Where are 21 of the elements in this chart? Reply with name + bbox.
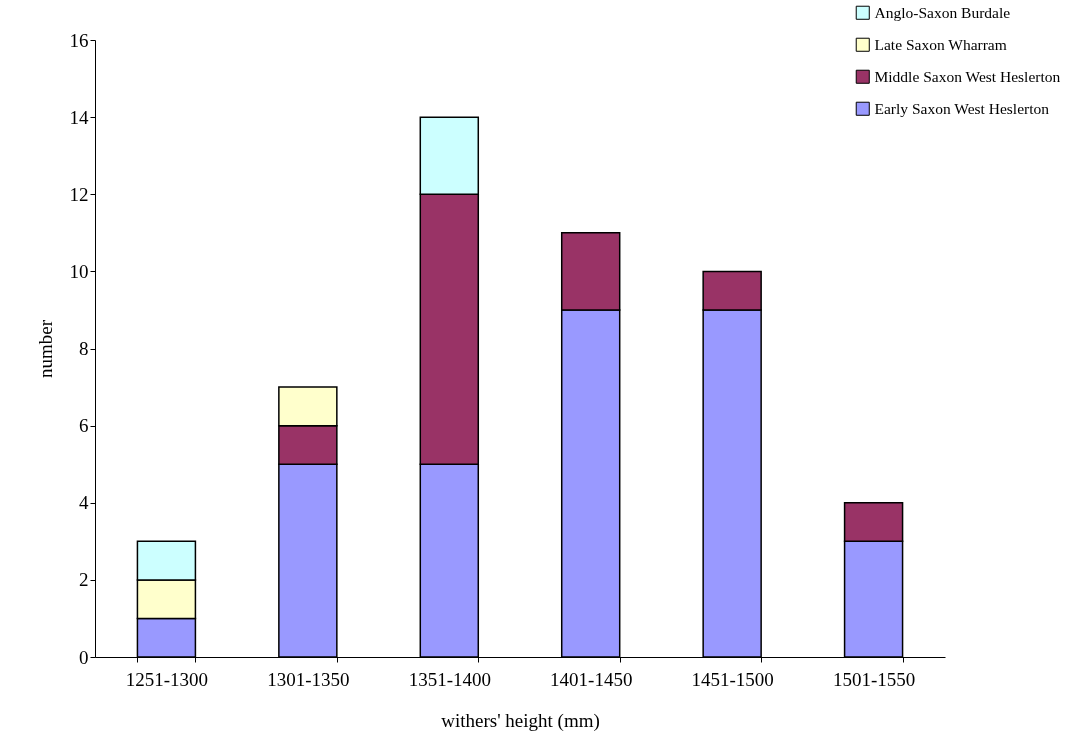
x-axis-title: withers' height (mm)	[441, 709, 600, 732]
y-tick-label: 0	[79, 646, 89, 668]
legend-label: Anglo-Saxon Burdale	[874, 3, 1011, 21]
y-tick-label: 12	[69, 183, 89, 205]
legend-label: Middle Saxon West Heslerton	[874, 67, 1061, 85]
x-tick-label: 1501-1550	[832, 668, 916, 690]
y-tick-label: 2	[79, 569, 89, 591]
x-tick-label: 1351-1400	[408, 668, 491, 690]
x-tick-label: 1401-1450	[550, 668, 633, 690]
x-tick-label: 1251-1300	[125, 668, 209, 690]
y-tick-label: 16	[69, 29, 89, 51]
y-tick-label: 10	[69, 260, 89, 282]
y-tick-label: 8	[79, 338, 89, 359]
y-tick-label: 14	[69, 106, 89, 128]
y-tick-label: 6	[79, 415, 89, 437]
legend-label: Early Saxon West Heslerton	[874, 99, 1050, 117]
y-axis-title: number	[34, 319, 56, 379]
x-tick-label: 1451-1500	[691, 668, 774, 690]
legend-label: Late Saxon Wharram	[874, 35, 1007, 53]
x-tick-label: 1301-1350	[267, 668, 350, 690]
y-tick-label: 4	[79, 492, 89, 514]
